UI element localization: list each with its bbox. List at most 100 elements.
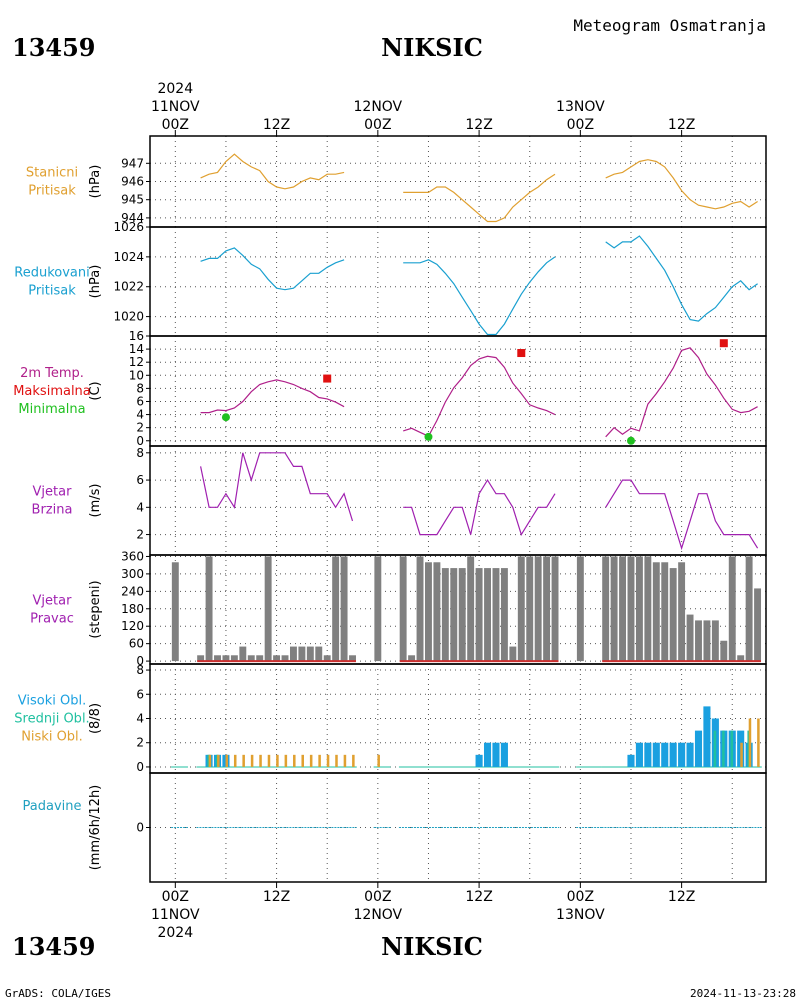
direction-bar xyxy=(610,556,618,662)
direction-bar xyxy=(222,655,230,662)
y-tick-label: 360 xyxy=(121,549,144,563)
direction-bar xyxy=(669,568,677,662)
footer-left: GrADS: COLA/IGES xyxy=(5,987,111,1000)
footer-right: 2024-11-13-23:28 xyxy=(690,987,796,1000)
y-tick-label: 240 xyxy=(121,584,144,598)
direction-bar xyxy=(416,556,424,662)
series-line xyxy=(200,247,345,291)
y-tick-label: 60 xyxy=(129,637,144,651)
low-cloud-bar xyxy=(250,754,254,767)
min-temp-point xyxy=(424,432,433,441)
high-cloud-bar xyxy=(652,742,660,767)
direction-bar xyxy=(635,556,643,662)
direction-bar xyxy=(475,568,483,662)
date-label-top: 11NOV xyxy=(151,99,200,115)
x-tick-label-bottom: 12Z xyxy=(263,889,290,905)
x-tick-label-top: 00Z xyxy=(162,117,189,133)
high-cloud-bar xyxy=(669,742,677,767)
y-tick-label: 14 xyxy=(129,342,144,356)
low-cloud-bar xyxy=(276,754,279,767)
low-cloud-bar xyxy=(208,754,212,767)
mid-cloud-bar xyxy=(713,730,717,767)
direction-bar xyxy=(408,655,416,662)
direction-bar xyxy=(298,646,306,662)
direction-bar xyxy=(686,614,694,662)
direction-bar xyxy=(441,568,449,662)
high-cloud-bar xyxy=(703,706,711,767)
y-tick-label: 1026 xyxy=(113,220,144,234)
direction-bar xyxy=(661,562,669,662)
high-cloud-bar xyxy=(627,754,635,767)
low-cloud-bar xyxy=(225,754,229,767)
panel-frame xyxy=(149,772,767,883)
date-label-top: 12NOV xyxy=(354,99,403,115)
min-temp-point xyxy=(221,413,230,422)
x-tick-label-bottom: 00Z xyxy=(567,889,594,905)
high-cloud-bar xyxy=(686,742,694,767)
direction-bar xyxy=(500,568,508,662)
direction-bar xyxy=(576,556,584,662)
direction-bar xyxy=(526,556,534,662)
legend-entry: Pritisak xyxy=(28,284,76,299)
station-name-top: NIKSIC xyxy=(381,33,483,62)
series-line xyxy=(403,478,556,537)
y-tick-label: 0 xyxy=(136,654,144,668)
low-cloud-bar xyxy=(217,754,220,767)
x-tick-label-bottom: 12Z xyxy=(668,889,695,905)
direction-bar xyxy=(256,655,264,662)
direction-bar xyxy=(534,556,542,662)
y-tick-label: 945 xyxy=(121,193,144,207)
direction-bar xyxy=(264,556,272,662)
direction-bar xyxy=(230,655,238,662)
y-tick-label: 946 xyxy=(121,175,144,189)
y-tick-label: 0 xyxy=(136,760,144,774)
date-label-bottom: 11NOV xyxy=(151,907,200,923)
y-tick-label: 947 xyxy=(121,156,144,170)
high-cloud-bar xyxy=(661,742,669,767)
y-tick-label: 120 xyxy=(121,619,144,633)
y-tick-label: 180 xyxy=(121,602,144,616)
panel-frame xyxy=(149,226,767,337)
y-tick-label: 16 xyxy=(129,329,144,343)
date-label-bottom: 12NOV xyxy=(354,907,403,923)
panel-redukovani: 1020 1022 1024 1026 (hPa)Redukovani Pritisak xyxy=(14,220,767,337)
y-tick-label: 6 xyxy=(136,394,144,408)
y-axis-label: (stepeni) xyxy=(88,580,103,638)
legend-entry: Stanicni xyxy=(26,166,78,181)
direction-bar xyxy=(349,655,356,662)
mid-cloud-bar xyxy=(722,730,725,767)
high-cloud-bar xyxy=(644,742,652,767)
direction-bar xyxy=(197,655,205,662)
x-tick-label-top: 00Z xyxy=(567,117,594,133)
panel-stanicni: 944 945 946 947 (hPa) Stanicni Pritisak xyxy=(26,135,767,228)
high-cloud-bar xyxy=(475,754,483,767)
y-tick-label: 2 xyxy=(136,528,144,542)
direction-bar xyxy=(273,655,281,662)
y-tick-label: 0 xyxy=(136,821,144,835)
low-cloud-bar xyxy=(309,754,313,767)
x-tick-label-bottom: 00Z xyxy=(162,889,189,905)
low-cloud-bar xyxy=(326,754,330,767)
station-id-top: 13459 xyxy=(12,33,96,62)
series-line xyxy=(403,256,556,336)
direction-bar xyxy=(323,655,331,662)
y-tick-label: 2 xyxy=(136,421,144,435)
direction-bar xyxy=(737,655,745,662)
direction-bar xyxy=(619,556,627,662)
legend-entry: Vjetar xyxy=(33,594,73,609)
direction-bar xyxy=(214,655,221,662)
y-tick-label: 1020 xyxy=(113,310,144,324)
direction-bar xyxy=(458,568,466,662)
y-axis-label: (hPa) xyxy=(88,265,103,299)
x-tick-label-top: 12Z xyxy=(668,117,695,133)
y-axis-label: (hPa) xyxy=(88,165,103,199)
y-tick-label: 4 xyxy=(136,500,144,514)
high-cloud-bar xyxy=(492,742,500,767)
direction-bar xyxy=(281,655,289,662)
y-axis-label: (mm/6h/12h) xyxy=(88,785,103,871)
legend-entry: Redukovani xyxy=(14,266,89,281)
low-cloud-bar xyxy=(352,754,355,767)
legend-entry: Vjetar xyxy=(33,485,73,500)
low-cloud-bar xyxy=(343,754,347,767)
